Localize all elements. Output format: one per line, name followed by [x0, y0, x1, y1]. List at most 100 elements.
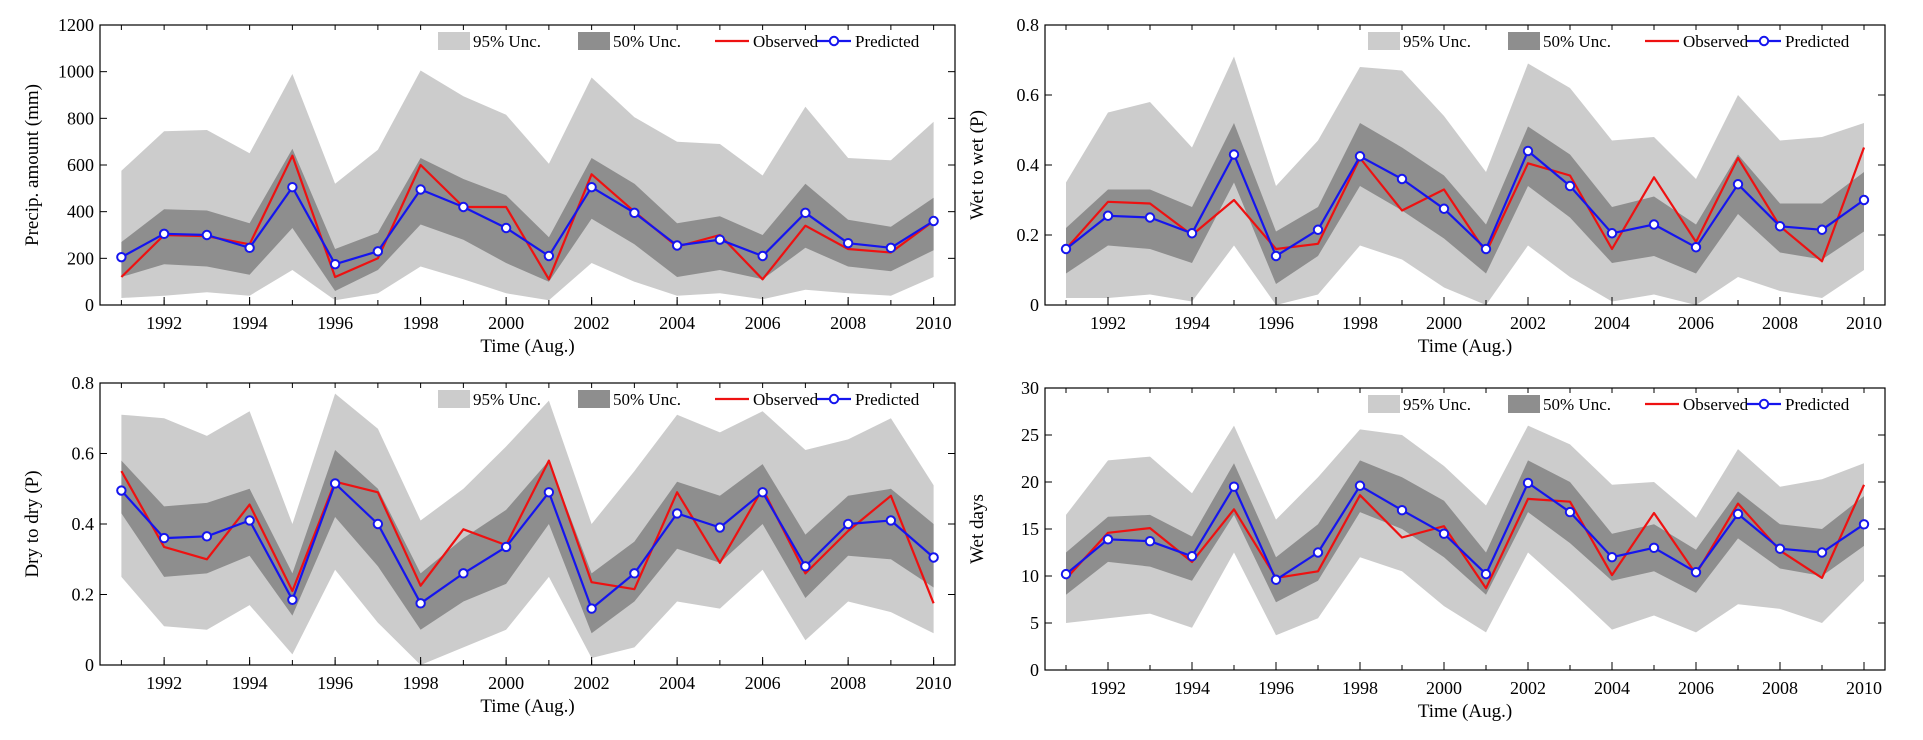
legend-swatch-band50	[1508, 32, 1540, 50]
x-tick-label: 2010	[1846, 313, 1882, 333]
x-axis-label: Time (Aug.)	[1418, 336, 1512, 357]
x-tick-label: 2004	[659, 673, 695, 693]
x-axis-label: Time (Aug.)	[480, 696, 574, 717]
plot-area	[116, 70, 939, 301]
y-tick-label: 0.8	[1017, 15, 1040, 35]
predicted-point	[757, 250, 768, 262]
plot-area	[116, 393, 939, 665]
legend-label-band50: 50% Unc.	[613, 390, 681, 409]
x-tick-label: 2008	[830, 313, 866, 333]
x-tick-label: 1998	[1342, 678, 1378, 698]
x-tick-label: 2010	[916, 673, 952, 693]
predicted-point	[1774, 221, 1786, 232]
x-tick-label: 1996	[1258, 678, 1294, 698]
legend-label-observed: Observed	[753, 32, 819, 51]
predicted-point	[458, 201, 469, 213]
legend-swatch-band95	[438, 390, 470, 408]
x-tick-label: 2004	[1594, 678, 1630, 698]
predicted-point	[201, 531, 213, 542]
predicted-point	[1270, 574, 1282, 585]
x-tick-label: 2002	[1510, 313, 1546, 333]
band-50-uncertainty	[121, 450, 934, 634]
predicted-point	[1102, 534, 1114, 545]
x-tick-label: 2010	[916, 313, 952, 333]
legend-label-band50: 50% Unc.	[1543, 395, 1611, 414]
y-tick-label: 600	[67, 155, 94, 175]
y-tick-label: 20	[1021, 472, 1039, 492]
legend-marker-predicted	[828, 393, 840, 405]
predicted-point	[671, 508, 683, 519]
legend: 95% Unc. 50% Unc. Observed Predicted	[438, 390, 920, 409]
predicted-point	[287, 594, 298, 605]
x-tick-label: 2000	[1426, 678, 1462, 698]
predicted-point	[1312, 547, 1324, 558]
predicted-point	[1774, 543, 1786, 554]
series-predicted-line	[120, 186, 935, 266]
predicted-point	[1564, 506, 1576, 518]
y-tick-label: 1200	[58, 15, 94, 35]
x-tick-label: 1996	[317, 313, 353, 333]
series-observed-line	[120, 459, 935, 604]
y-axis-label: Wet days	[967, 494, 988, 564]
x-tick-label: 2006	[1678, 313, 1714, 333]
x-tick-label: 2010	[1846, 678, 1882, 698]
x-tick-label: 1998	[403, 673, 439, 693]
x-tick-label: 1994	[1174, 313, 1210, 333]
x-tick-label: 2000	[1426, 313, 1462, 333]
x-tick-label: 2000	[488, 673, 524, 693]
predicted-point	[757, 487, 768, 498]
predicted-point	[1186, 228, 1198, 239]
predicted-point	[842, 237, 854, 249]
chart-precip: 0 200 400 600 800 1000 1200 1992 1994 1996 1998 200…	[22, 15, 956, 357]
predicted-point	[1648, 542, 1660, 553]
predicted-point	[1606, 228, 1618, 239]
legend-label-band95: 95% Unc.	[473, 390, 541, 409]
predicted-point	[415, 184, 426, 195]
predicted-point	[543, 250, 555, 262]
series-predicted-line	[1065, 481, 1865, 581]
predicted-point	[800, 561, 811, 572]
predicted-point	[1144, 536, 1156, 547]
band-50-uncertainty	[1066, 123, 1864, 284]
predicted-point	[116, 485, 127, 496]
x-tick-label: 2002	[574, 313, 610, 333]
predicted-point	[415, 598, 426, 609]
x-tick-label: 2008	[830, 673, 866, 693]
y-tick-label: 0	[1030, 660, 1039, 680]
predicted-point	[1816, 547, 1828, 558]
predicted-point	[1732, 179, 1744, 190]
predicted-point	[1690, 242, 1702, 253]
y-tick-label: 0.4	[1017, 155, 1040, 175]
y-tick-label: 0.2	[1017, 225, 1040, 245]
predicted-point	[1732, 508, 1744, 520]
predicted-point	[885, 515, 897, 526]
series-predicted-line	[120, 482, 935, 610]
predicted-point	[116, 251, 127, 263]
legend: 95% Unc. 50% Unc. Observed Predicted	[1368, 32, 1850, 51]
predicted-point	[1060, 568, 1072, 580]
predicted-point	[800, 207, 811, 219]
predicted-point	[1522, 477, 1534, 489]
y-tick-label: 0.6	[1017, 85, 1040, 105]
x-tick-label: 1998	[1342, 313, 1378, 333]
predicted-point	[1438, 203, 1450, 214]
y-tick-label: 800	[67, 108, 94, 128]
x-tick-label: 1994	[1174, 678, 1210, 698]
predicted-point	[842, 518, 854, 530]
predicted-point	[714, 234, 726, 245]
x-tick-label: 2004	[659, 313, 695, 333]
predicted-point	[1228, 149, 1240, 160]
x-tick-label: 2006	[745, 313, 781, 333]
plot-area	[1060, 56, 1870, 305]
predicted-point	[201, 229, 213, 241]
y-tick-label: 10	[1021, 566, 1039, 586]
predicted-point	[1438, 528, 1450, 539]
y-tick-label: 400	[67, 202, 94, 222]
legend-label-observed: Observed	[1683, 395, 1749, 414]
predicted-point	[1480, 568, 1492, 580]
legend-swatch-band95	[1368, 32, 1400, 50]
predicted-point	[158, 532, 170, 544]
y-tick-label: 25	[1021, 425, 1039, 445]
legend-label-observed: Observed	[753, 390, 819, 409]
predicted-point	[1354, 480, 1366, 491]
